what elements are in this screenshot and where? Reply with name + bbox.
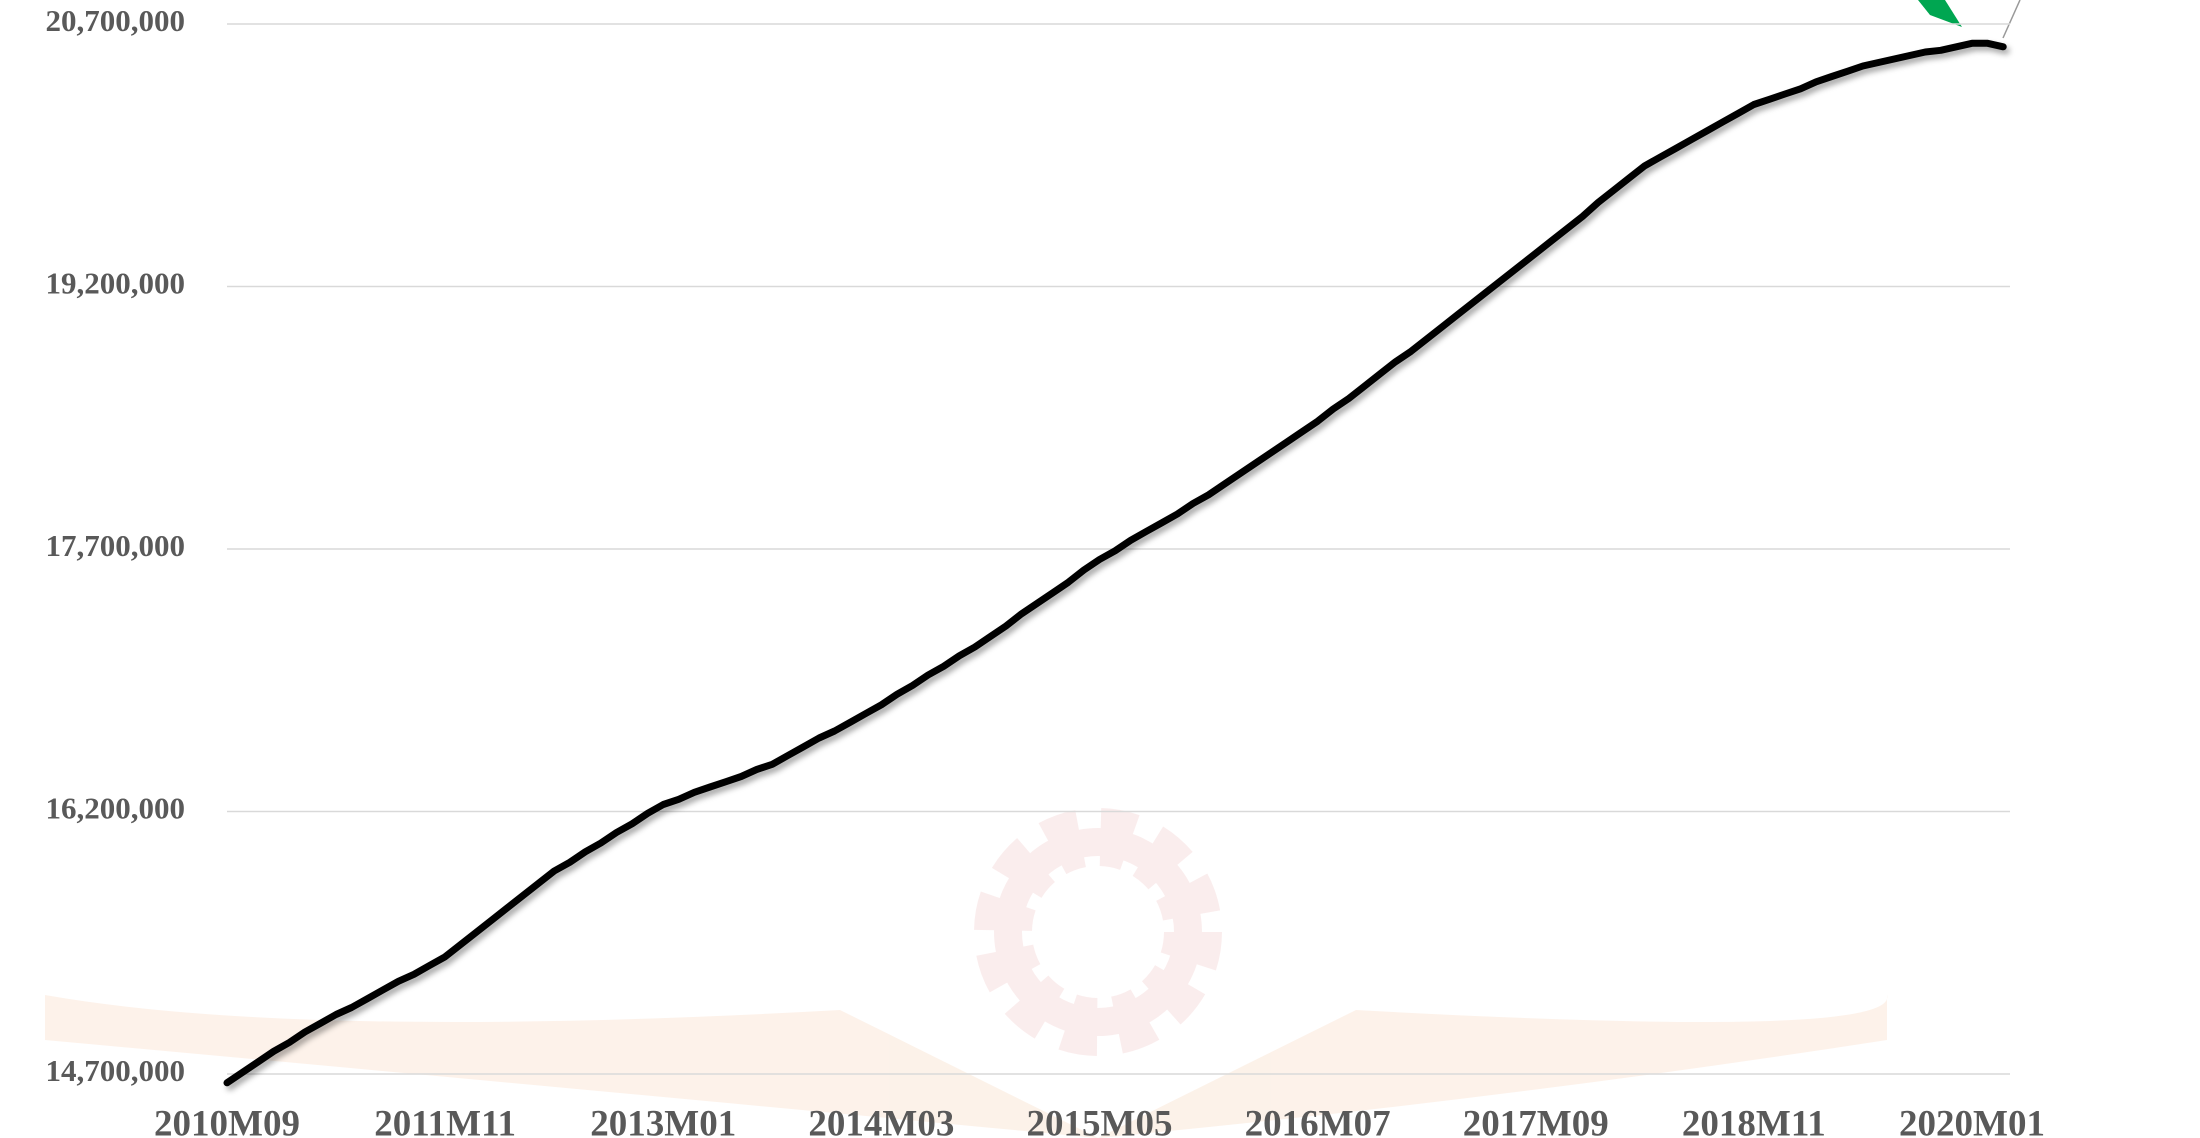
x-tick-label: 2013M01: [590, 1103, 736, 1138]
watermark-gear: [974, 808, 1222, 1056]
x-tick-label: 2016M07: [1245, 1103, 1391, 1138]
x-tick-label: 2020M01: [1899, 1103, 2045, 1138]
x-tick-label: 2010M09: [154, 1103, 300, 1138]
watermark: [45, 808, 1888, 1138]
x-tick-label: 2018M11: [1682, 1103, 1826, 1138]
arrow-shaft: [2002, 0, 2021, 39]
x-tick-label: 2014M03: [808, 1103, 954, 1138]
y-tick-label: 16,200,000: [46, 791, 186, 826]
x-tick-label: 2017M09: [1463, 1103, 1609, 1138]
y-tick-label: 14,700,000: [46, 1053, 186, 1088]
x-tick-label: 2011M11: [374, 1103, 516, 1138]
arrow-head: [1918, 0, 1962, 27]
x-tick-label: 2015M05: [1027, 1103, 1173, 1138]
y-tick-label: 17,700,000: [46, 528, 186, 563]
y-tick-label: 20,700,000: [46, 3, 186, 38]
watermark-wings: [45, 995, 1888, 1138]
data-line: [223, 39, 2007, 1087]
y-tick-label: 19,200,000: [46, 266, 186, 301]
watermark-gear-ring: [994, 828, 1202, 1036]
